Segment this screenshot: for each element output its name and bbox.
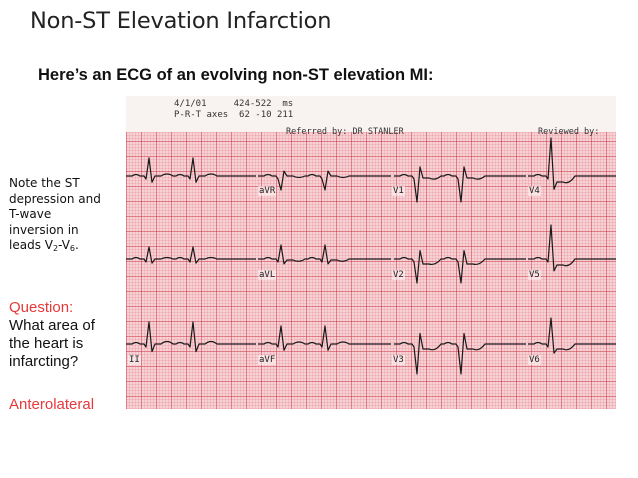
note-end: . — [75, 238, 79, 253]
note-line: inversion in — [9, 222, 79, 237]
note-dash: -V — [58, 238, 70, 253]
ecg-traces — [126, 137, 616, 375]
lead-label-v2: V2 — [392, 270, 405, 280]
ecg-waveform — [258, 170, 391, 191]
ecg-header-line1: 4/1/01 424-522 ms — [174, 99, 294, 109]
ecg-referred-by: Referred by: DR STANLER — [286, 127, 404, 137]
ecg-waveform — [258, 244, 391, 265]
ecg-waveform — [126, 246, 256, 264]
note-line: leads V2-V6. — [9, 238, 127, 254]
ecg-waveform — [394, 166, 526, 203]
ecg-waveform — [528, 224, 616, 272]
note-line: T-wave — [9, 207, 52, 222]
question-label: Question: — [9, 299, 74, 316]
question-line: the heart is — [9, 335, 84, 352]
note-sub-6: 6 — [69, 244, 75, 254]
ecg-waveform — [258, 325, 391, 351]
lead-label-v3: V3 — [392, 355, 405, 365]
note-sub-2: 2 — [52, 244, 59, 254]
lead-label-ii: II — [128, 355, 141, 365]
ecg-waveform — [126, 321, 256, 353]
lead-label-v4: V4 — [528, 186, 541, 196]
lead-label-v6: V6 — [528, 355, 541, 365]
ecg-waveform — [126, 157, 256, 183]
ecg-reviewed-by: Reviewed by: — [538, 127, 600, 137]
ecg-image: 4/1/01 424-522 ms P-R-T axes 62 -10 211 … — [126, 96, 616, 409]
lead-label-v5: V5 — [528, 270, 541, 280]
question-block: Question: What area of the heart is infa… — [9, 299, 127, 371]
note-line: Note the ST — [9, 176, 80, 190]
note-text: Note the ST depression and T-wave invers… — [9, 176, 127, 254]
ecg-waveform — [528, 137, 616, 190]
note-leads-prefix: leads V — [9, 238, 53, 253]
lead-label-avf: aVF — [258, 355, 277, 365]
slide-title: Non-ST Elevation Infarction — [30, 8, 332, 34]
note-line: depression and — [9, 191, 101, 206]
lead-label-v1: V1 — [392, 186, 405, 196]
lead-label-avr: aVR — [258, 186, 277, 196]
ecg-header-line2: P-R-T axes 62 -10 211 — [174, 110, 294, 120]
slide-subtitle: Here’s an ECG of an evolving non-ST elev… — [38, 66, 434, 84]
question-line: infarcting? — [9, 353, 79, 370]
ecg-header: 4/1/01 424-522 ms P-R-T axes 62 -10 211 … — [126, 96, 616, 137]
ecg-waveform — [528, 317, 616, 354]
lead-label-avl: aVL — [258, 270, 277, 280]
answer-text: Anterolateral — [9, 396, 95, 413]
ecg-waveform — [394, 332, 526, 375]
ecg-waveform — [394, 250, 526, 284]
question-line: What area of — [9, 317, 95, 334]
